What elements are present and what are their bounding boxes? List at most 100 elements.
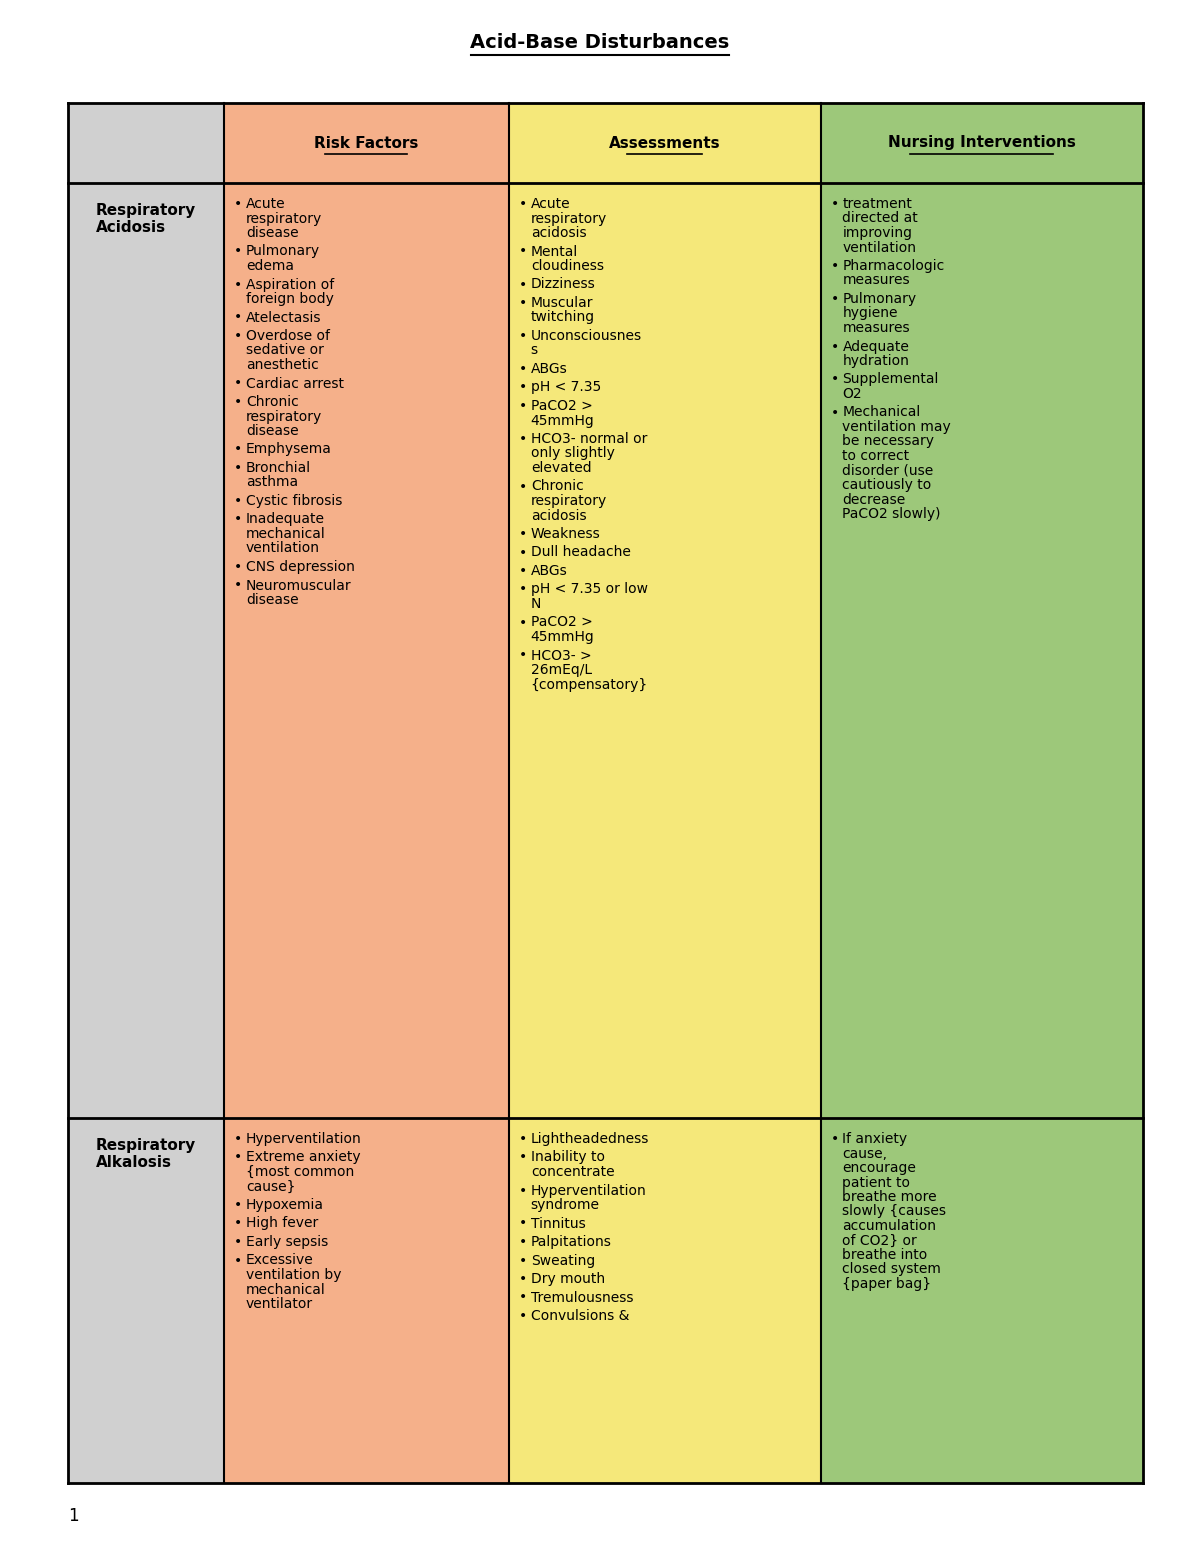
Text: HCO3- normal or: HCO3- normal or [530, 432, 647, 446]
Text: Mental: Mental [530, 244, 578, 258]
Text: twitching: twitching [530, 311, 595, 325]
Text: •: • [518, 297, 527, 311]
Text: respiratory: respiratory [530, 494, 607, 508]
Text: hydration: hydration [842, 354, 910, 368]
Text: Respiratory
Alkalosis: Respiratory Alkalosis [96, 1138, 196, 1171]
Text: •: • [518, 197, 527, 211]
Text: ventilation may: ventilation may [842, 419, 952, 433]
Text: Unconsciousnes: Unconsciousnes [530, 329, 642, 343]
Text: Dizziness: Dizziness [530, 278, 595, 292]
Text: closed system: closed system [842, 1263, 941, 1277]
Text: ventilation by: ventilation by [246, 1267, 341, 1281]
Text: Inability to: Inability to [530, 1151, 605, 1165]
Text: ABGs: ABGs [530, 362, 568, 376]
Text: disease: disease [246, 227, 299, 241]
Text: •: • [830, 405, 839, 419]
Text: treatment: treatment [842, 197, 912, 211]
Text: ventilator: ventilator [246, 1297, 313, 1311]
Text: Neuromuscular: Neuromuscular [246, 579, 352, 593]
Text: •: • [234, 329, 242, 343]
Text: only slightly: only slightly [530, 447, 614, 461]
Text: Convulsions &: Convulsions & [530, 1309, 629, 1323]
Text: •: • [234, 197, 242, 211]
Text: breathe into: breathe into [842, 1249, 928, 1263]
Bar [68, 1118, 224, 1483]
Text: disease: disease [246, 424, 299, 438]
Text: measures: measures [842, 273, 910, 287]
Text: •: • [234, 579, 242, 593]
Text: •: • [234, 494, 242, 508]
Text: mechanical: mechanical [246, 526, 325, 540]
Text: •: • [518, 1183, 527, 1197]
Text: 45mmHg: 45mmHg [530, 413, 594, 427]
Text: to correct: to correct [842, 449, 910, 463]
Text: •: • [234, 512, 242, 526]
Text: •: • [234, 1253, 242, 1267]
Text: Tinnitus: Tinnitus [530, 1216, 586, 1230]
Text: anesthetic: anesthetic [246, 359, 319, 373]
Text: respiratory: respiratory [246, 211, 322, 225]
Text: •: • [518, 526, 527, 540]
Text: cautiously to: cautiously to [842, 478, 931, 492]
Text: •: • [518, 1132, 527, 1146]
Text: cause}: cause} [246, 1179, 295, 1194]
Text: •: • [830, 1132, 839, 1146]
Text: 26mEq/L: 26mEq/L [530, 663, 592, 677]
Text: Nursing Interventions: Nursing Interventions [888, 135, 1075, 151]
Text: acidosis: acidosis [530, 508, 587, 522]
Text: Pharmacologic: Pharmacologic [842, 259, 944, 273]
Text: Dull headache: Dull headache [530, 545, 631, 559]
Bar [224, 1118, 509, 1483]
Text: Adequate: Adequate [842, 340, 910, 354]
Text: patient to: patient to [842, 1176, 911, 1190]
Text: •: • [234, 1132, 242, 1146]
Text: N: N [530, 596, 541, 610]
Bar [224, 102, 509, 183]
Text: {paper bag}: {paper bag} [842, 1277, 931, 1291]
Text: mechanical: mechanical [246, 1283, 325, 1297]
Text: Dry mouth: Dry mouth [530, 1272, 605, 1286]
Text: Pulmonary: Pulmonary [842, 292, 917, 306]
Text: •: • [830, 259, 839, 273]
Bar [509, 183, 821, 1118]
Text: Hypoxemia: Hypoxemia [246, 1197, 324, 1211]
Text: •: • [518, 1253, 527, 1267]
Text: concentrate: concentrate [530, 1165, 614, 1179]
Text: cause,: cause, [842, 1146, 888, 1160]
Text: Sweating: Sweating [530, 1253, 595, 1267]
Text: •: • [518, 1291, 527, 1305]
Text: cloudiness: cloudiness [530, 259, 604, 273]
Text: hygiene: hygiene [842, 306, 898, 320]
Text: HCO3- >: HCO3- > [530, 649, 592, 663]
Text: PaCO2 slowly): PaCO2 slowly) [842, 506, 941, 520]
Text: •: • [518, 1151, 527, 1165]
Text: PaCO2 >: PaCO2 > [530, 399, 593, 413]
Text: Chronic: Chronic [530, 480, 583, 494]
Text: Risk Factors: Risk Factors [314, 135, 419, 151]
Text: •: • [234, 1216, 242, 1230]
Text: disease: disease [246, 593, 299, 607]
Text: If anxiety: If anxiety [842, 1132, 907, 1146]
Text: sedative or: sedative or [246, 343, 324, 357]
Text: O2: O2 [842, 387, 862, 401]
Text: •: • [234, 1151, 242, 1165]
Text: Chronic: Chronic [246, 394, 299, 408]
Text: •: • [830, 292, 839, 306]
Text: •: • [518, 545, 527, 559]
Text: •: • [234, 376, 242, 390]
Text: Acid-Base Disturbances: Acid-Base Disturbances [470, 34, 730, 53]
Text: pH < 7.35 or low: pH < 7.35 or low [530, 582, 648, 596]
Text: •: • [518, 278, 527, 292]
Text: •: • [234, 1197, 242, 1211]
Text: •: • [830, 373, 839, 387]
Text: asthma: asthma [246, 475, 298, 489]
Text: Supplemental: Supplemental [842, 373, 938, 387]
Bar [821, 1118, 1142, 1483]
Text: Atelectasis: Atelectasis [246, 311, 322, 325]
Text: •: • [518, 1309, 527, 1323]
Text: •: • [234, 443, 242, 457]
Text: Mechanical: Mechanical [842, 405, 920, 419]
Text: •: • [234, 244, 242, 258]
Text: •: • [518, 432, 527, 446]
Text: •: • [518, 362, 527, 376]
